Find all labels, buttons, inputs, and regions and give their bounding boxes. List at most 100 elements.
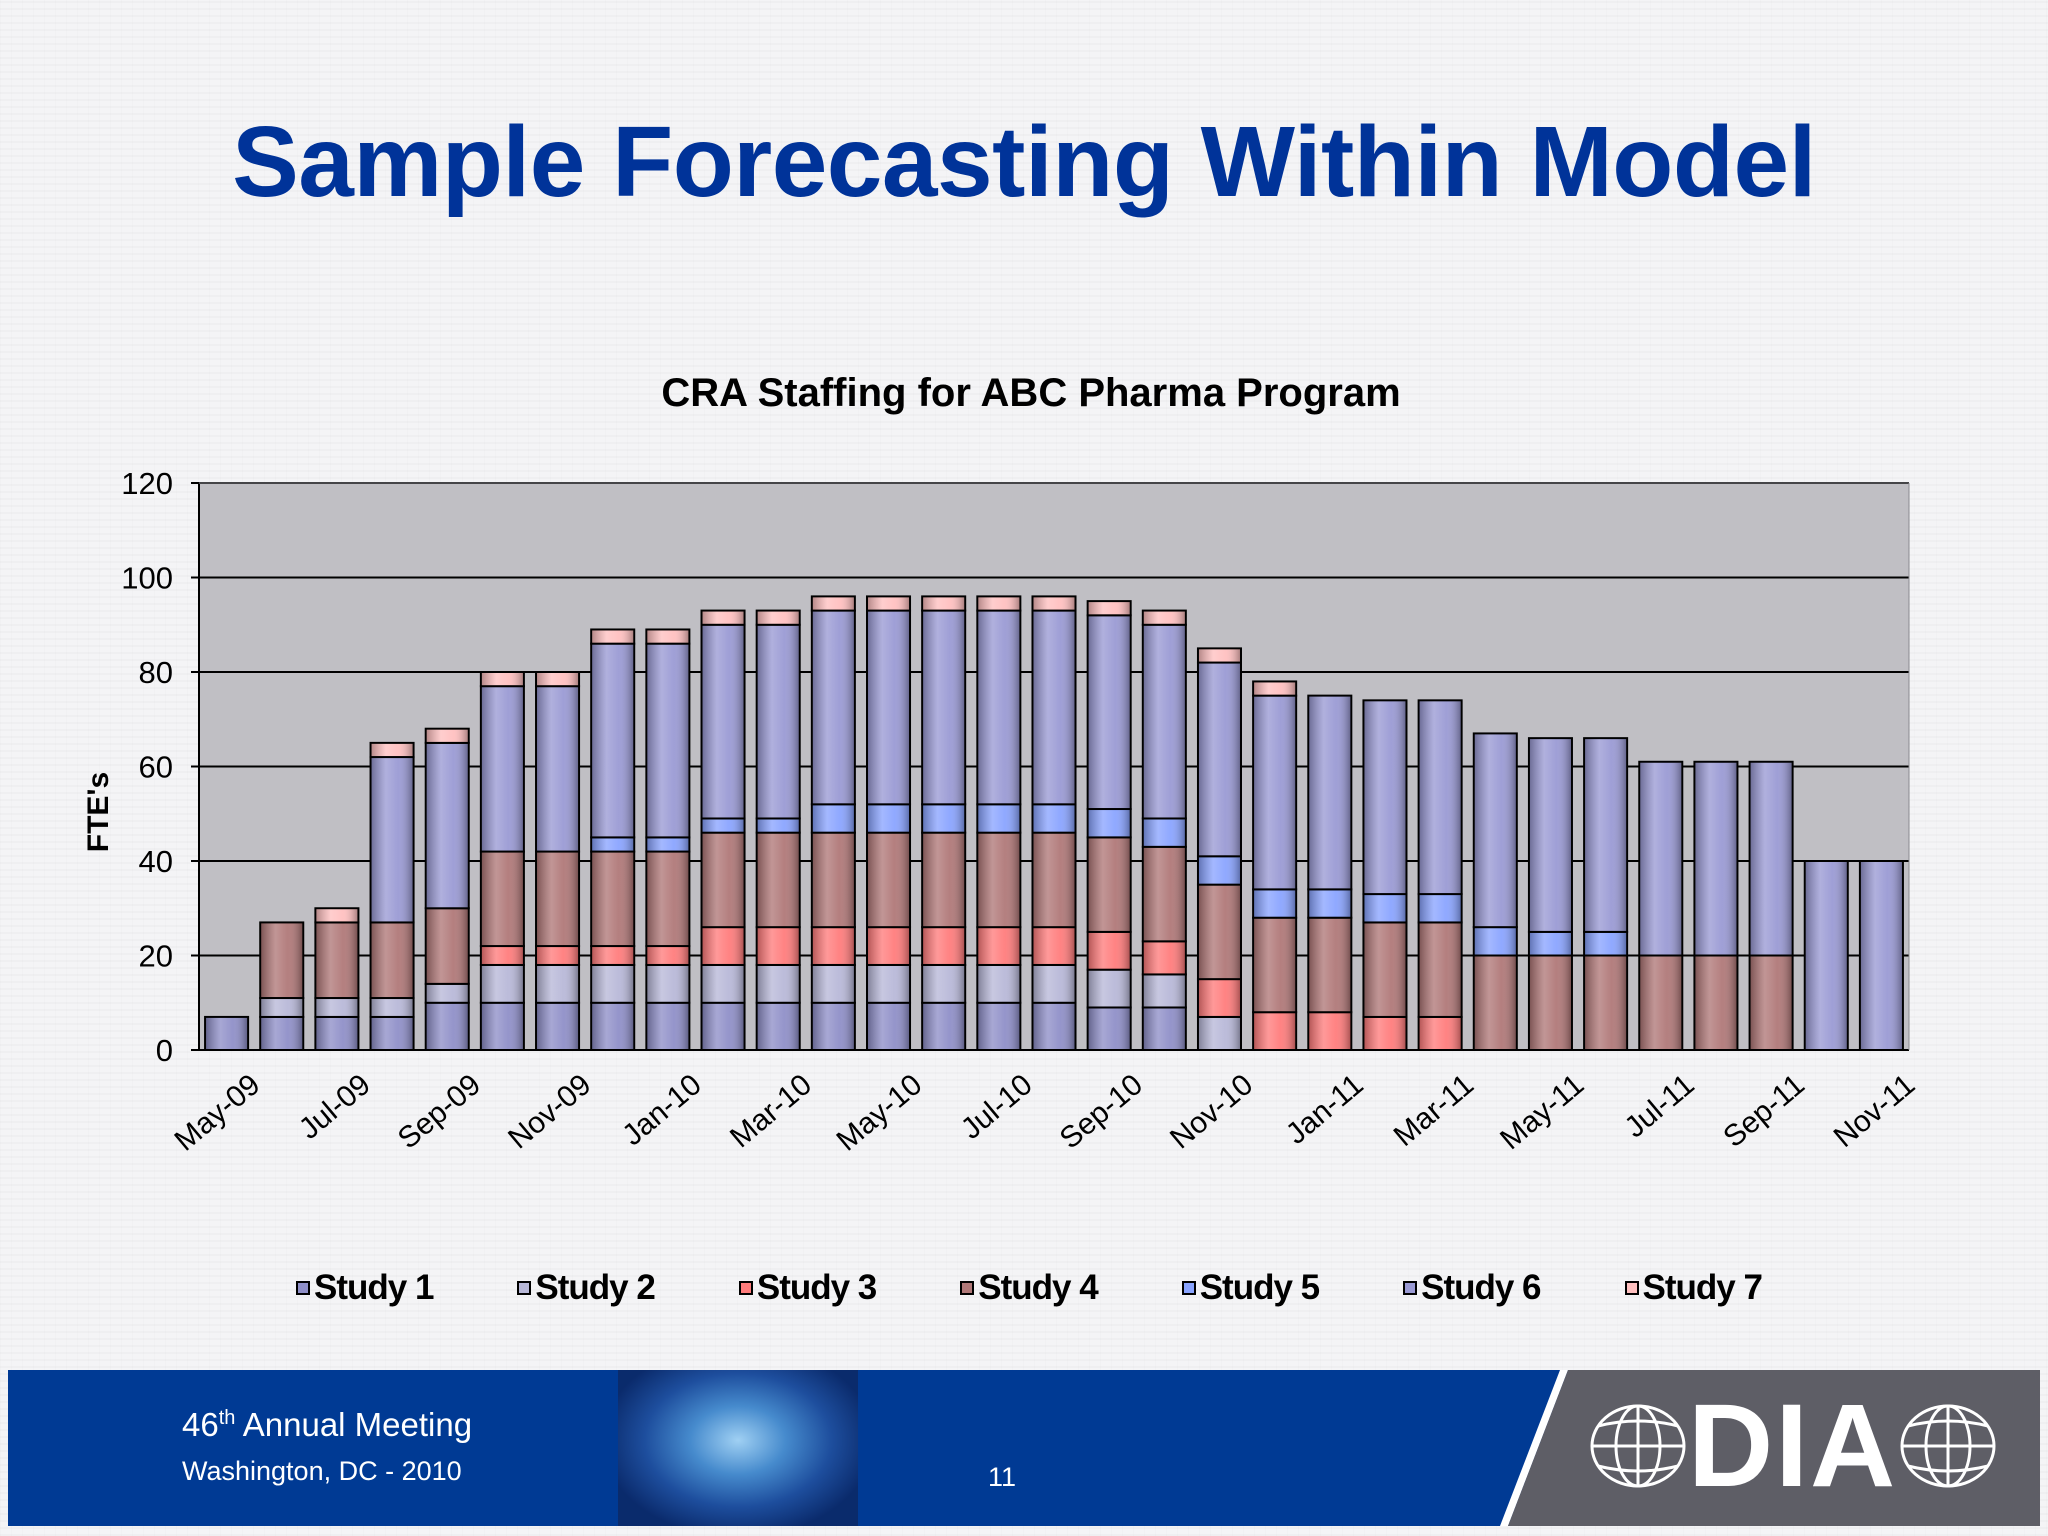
bar-shade <box>1640 762 1682 955</box>
bar-segment-study-5 <box>1086 808 1132 839</box>
bar-segment-study-3 <box>866 926 912 966</box>
footer-logo-panel <box>1508 1370 2040 1526</box>
y-tick-label: 80 <box>139 655 173 690</box>
bar-segment-study-3 <box>1031 926 1077 966</box>
footer-banner: 46th Annual Meeting Washington, DC - 201… <box>8 1370 2040 1526</box>
legend-label: Study 4 <box>978 1268 1098 1307</box>
bar-segment-study-2 <box>369 997 415 1018</box>
bar-shade <box>1805 862 1847 1049</box>
bar-segment-study-4 <box>1693 954 1739 1051</box>
dia-logo-globes <box>1590 1404 1996 1488</box>
bar-shade <box>702 965 744 1002</box>
bar-segment-study-6 <box>1086 614 1132 811</box>
bar-shade <box>702 1003 744 1049</box>
bar-segment-study-2 <box>976 963 1022 1004</box>
bar-segment-study-4 <box>1086 836 1132 933</box>
bar-shade <box>1309 918 1351 1012</box>
bar-segment-study-3 <box>1252 1011 1298 1052</box>
bar-segment-study-4 <box>1748 954 1794 1051</box>
bar-shade <box>371 923 413 998</box>
bar-segment-study-1 <box>700 1001 746 1051</box>
bar-shade <box>1695 956 1737 1049</box>
bar-segment-study-6 <box>1252 694 1298 891</box>
bar-shade <box>923 965 965 1002</box>
bar-segment-study-6 <box>590 642 636 839</box>
bar-shade <box>757 833 799 927</box>
bar-shade <box>647 838 689 851</box>
bar-shade <box>647 1003 689 1049</box>
bar-segment-study-6 <box>1527 737 1573 933</box>
x-tick-labels: May-09 Jul-09 Sep-09 Nov-09 Jan-10 Mar-10 May-… <box>169 1068 1922 1158</box>
bar-segment-study-3 <box>1307 1011 1353 1052</box>
x-tick-label: Mar-11 <box>1388 1068 1480 1153</box>
legend-swatch <box>517 1281 532 1295</box>
stacked-bar-chart: CRA Staffing for ABC Pharma Program FTE'… <box>82 371 1922 1158</box>
bar-shade <box>812 1003 854 1049</box>
bar-segment-study-6 <box>810 609 856 806</box>
bar-shade <box>1585 956 1627 1049</box>
bar-segment-study-3 <box>700 926 746 966</box>
bar-shade <box>757 625 799 818</box>
bar-shade <box>757 928 799 964</box>
y-tick-label: 0 <box>156 1033 173 1068</box>
bar-shade <box>868 611 910 804</box>
legend-swatch <box>1403 1281 1418 1295</box>
x-tick-label: May-11 <box>1494 1068 1590 1156</box>
bar-segment-study-3 <box>1141 940 1187 976</box>
bar-segment-study-3 <box>921 926 967 966</box>
legend-item: Study 7 <box>1624 1266 1846 1310</box>
bar-segment-study-4 <box>369 921 415 1000</box>
bar-segment-study-1 <box>590 1001 636 1051</box>
bar-shade <box>1088 932 1130 969</box>
bar-shade <box>371 1017 413 1049</box>
bar-shade <box>1309 1013 1351 1049</box>
bar-shade <box>592 1003 634 1049</box>
bar-shade <box>592 947 634 964</box>
bar-segment-study-3 <box>1086 930 1132 971</box>
bar-shade <box>1198 980 1240 1016</box>
bar-shade <box>592 838 634 851</box>
bar-segment-study-7 <box>1196 647 1242 664</box>
bar-shade <box>702 611 744 624</box>
bar-segment-study-4 <box>1527 954 1573 1051</box>
bar-segment-study-6 <box>369 756 415 924</box>
bar-shade <box>1364 923 1406 1016</box>
bar-shade <box>1419 1017 1461 1049</box>
bar-shade <box>812 805 854 832</box>
bar-shade <box>702 833 744 927</box>
bar-segment-study-1 <box>755 1001 801 1051</box>
bar-segment-study-5 <box>1472 926 1518 957</box>
bar-shade <box>481 852 523 946</box>
bar-segment-study-5 <box>1141 817 1187 848</box>
bar-shade <box>1143 625 1185 818</box>
bar-shade <box>1088 616 1130 809</box>
bar-shade <box>1254 696 1296 889</box>
bar-shade <box>1254 918 1296 1012</box>
chart-legend: Study 1 Study 2 Study 3 Study 4 Study 5 Study… <box>296 1266 1846 1310</box>
bar-shade <box>1088 602 1130 615</box>
bar-segment-study-6 <box>424 741 470 910</box>
bar-shade <box>1474 956 1516 1049</box>
bar-segment-study-6 <box>921 609 967 806</box>
bar-shade <box>1198 649 1240 662</box>
bar-shade <box>592 852 634 946</box>
bar-segment-study-6 <box>755 623 801 820</box>
bar-shade <box>1198 885 1240 979</box>
bar-shade <box>1033 833 1075 927</box>
x-tick-label: Jul-11 <box>1619 1068 1701 1144</box>
meeting-name: 46th Annual Meeting <box>182 1406 473 1443</box>
bar-segment-study-5 <box>866 803 912 834</box>
legend-swatch <box>738 1281 753 1295</box>
bar-segment-study-4 <box>700 831 746 929</box>
bar-shade <box>757 611 799 624</box>
bar-segment-study-4 <box>1252 916 1298 1014</box>
bar-shade <box>537 673 579 686</box>
bar-segment-study-2 <box>424 982 470 1004</box>
bar-segment-study-5 <box>1527 930 1573 957</box>
bar-segment-study-5 <box>1583 930 1629 957</box>
x-tick-label: Nov-10 <box>1164 1068 1259 1155</box>
legend-item: Study 2 <box>517 1266 738 1310</box>
bar-segment-study-7 <box>1086 600 1132 617</box>
bar-segment-study-4 <box>921 831 967 929</box>
bar-shade <box>647 947 689 964</box>
